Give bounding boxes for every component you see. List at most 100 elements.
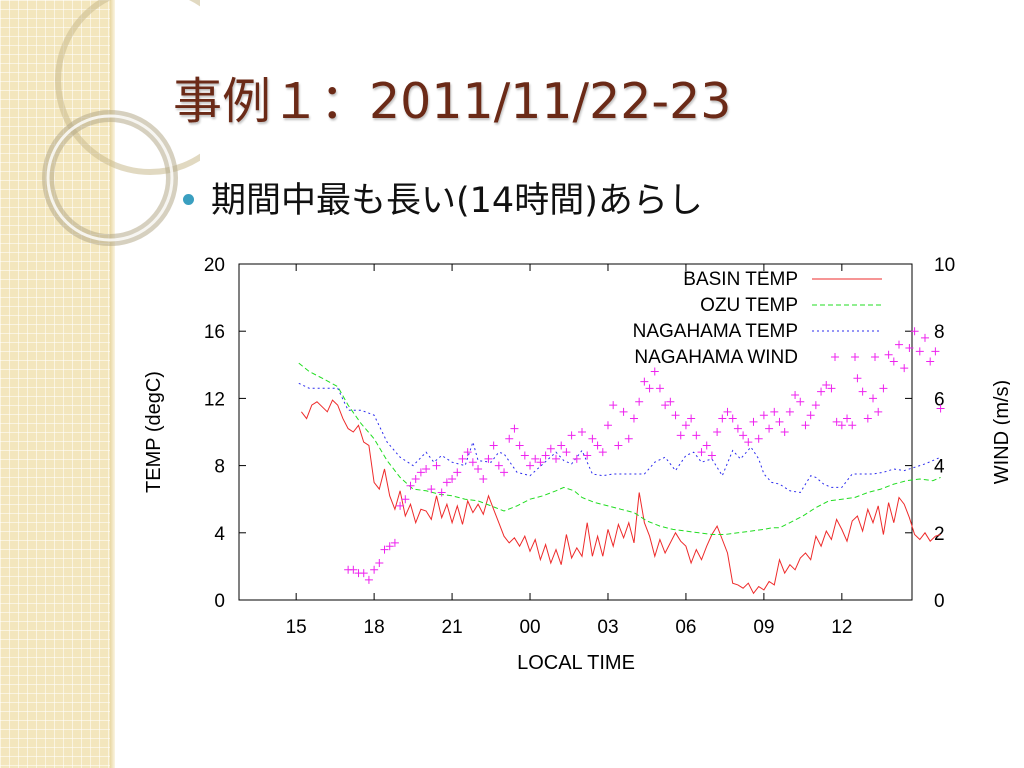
wind-point [645,384,654,393]
wind-point [713,428,722,436]
wind-point [479,475,488,484]
x-tick-label: 12 [831,617,852,638]
wind-point [515,441,524,450]
wind-point [536,458,545,467]
y2-tick-label: 4 [934,457,945,478]
wind-point [541,451,550,460]
y2-axis-label: WIND (m/s) [991,380,1010,484]
wind-point [577,428,586,436]
wind-point [349,565,358,574]
wind-point [562,448,571,457]
wind-point [432,461,441,470]
wind-point [593,441,602,450]
legend-label: OZU TEMP [700,295,798,316]
wind-point [474,464,483,473]
wind-point [629,414,638,423]
temperature-wind-chart: 0 4 8 12 16 20 0 2 4 6 8 10 15 18 21 00 03 06 09 12 BASIN T… [143,255,1010,674]
wind-point [598,448,607,457]
wind-point [806,411,815,420]
wind-point [926,357,935,366]
wind-point [884,350,893,359]
x-tick-label: 03 [597,617,618,638]
wind-point [448,475,457,484]
wind-point [396,501,405,510]
wind-point [640,377,649,386]
wind-point [905,344,914,352]
y2-tick-label: 8 [934,322,945,343]
y-tick-label: 4 [214,524,225,545]
wind-point [728,414,737,423]
bullet-item: 期間中最も長い(14時間)あらし [183,172,703,223]
wind-point [520,451,529,460]
wind-point [775,417,784,426]
wind-point [687,414,696,423]
wind-point [557,441,566,450]
wind-point [401,495,410,504]
wind-point [375,559,384,568]
x-tick-label: 00 [519,617,540,638]
wind-point [588,434,597,443]
wind-point [920,333,929,342]
x-tick-label: 06 [675,617,696,638]
wind-point [567,431,576,440]
x-tick-label: 15 [286,617,307,638]
wind-point [832,417,841,426]
series-line-2 [298,382,941,494]
wind-point [869,394,878,403]
wind-point [733,424,742,433]
x-tick-label: 18 [364,617,385,638]
legend-label: NAGAHAMA TEMP [633,321,798,342]
wind-point [635,397,644,406]
y-tick-label: 16 [204,322,225,343]
legend-marker [851,353,859,361]
wind-point [874,407,883,416]
wind-point [526,461,535,470]
wind-point [697,448,706,457]
wind-point [837,421,846,430]
wind-point [619,407,628,416]
y2-tick-label: 6 [934,389,945,410]
y-tick-label: 8 [214,457,225,478]
legend: BASIN TEMP OZU TEMP NAGAHAMA TEMP NAGAHAMA … [633,269,882,368]
y2-tick-label: 0 [934,591,945,612]
wind-point [370,565,379,574]
wind-point [380,545,389,554]
wind-point [759,411,768,420]
wind-point [437,488,446,497]
ring-large [55,0,200,175]
wind-point [453,468,462,477]
x-tick-label: 21 [442,617,463,638]
wind-point [583,451,592,460]
legend-label: BASIN TEMP [683,269,798,290]
wind-point [427,485,436,494]
wind-point [650,367,659,376]
decorative-rings [42,0,200,246]
wind-point [510,424,519,433]
wind-point [895,340,904,349]
wind-point [390,538,399,547]
wind-point [702,441,711,450]
wind-point [858,387,867,396]
wind-point [655,384,664,393]
wind-point [442,478,451,487]
wind-point [827,384,836,393]
wind-point [489,441,498,450]
ring-small-highlight [46,114,174,242]
legend-marker [831,353,839,361]
wind-point [754,434,763,443]
wind-point [718,414,727,423]
wind-point [879,384,888,393]
x-tick-label: 09 [753,617,774,638]
wind-point [546,444,555,453]
wind-point [666,397,675,406]
wind-point [931,347,940,356]
wind-point [624,434,633,443]
wind-point [780,428,789,436]
wind-point [900,364,909,373]
wind-point [552,454,561,463]
bullet-text: 期間中最も長い(14時間)あらし [211,181,703,221]
wind-point [385,542,394,551]
decorative-sidebar [0,0,113,768]
wind-point [889,357,898,366]
wind-point [796,397,805,406]
